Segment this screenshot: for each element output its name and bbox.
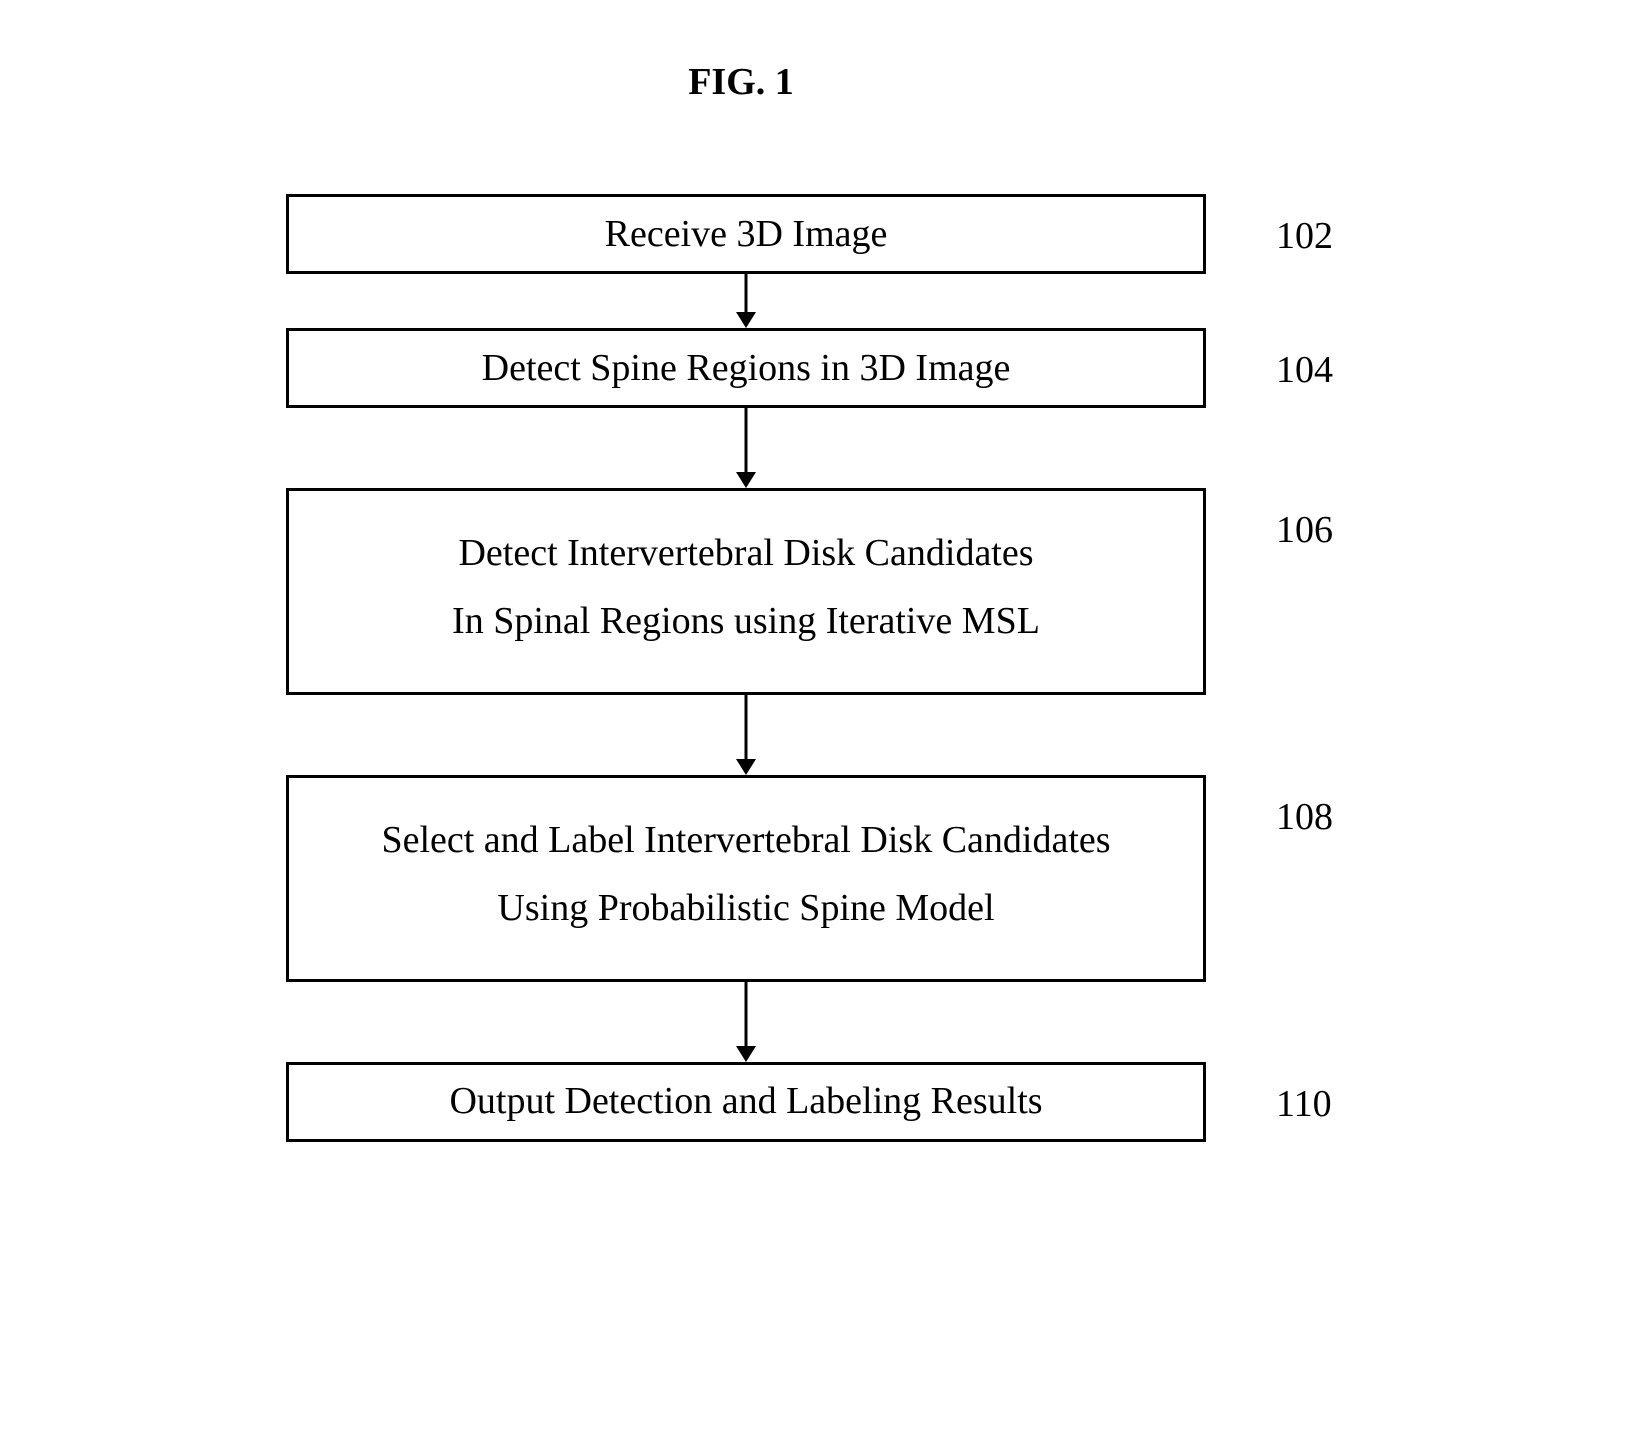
step-box: Select and Label Intervertebral Disk Can… bbox=[286, 775, 1206, 982]
arrow bbox=[286, 274, 1206, 328]
flowchart: Receive 3D Image 102 Detect Spine Regions … bbox=[286, 194, 1356, 1142]
step-box: Output Detection and Labeling Results bbox=[286, 1062, 1206, 1142]
step-label: 106 bbox=[1276, 488, 1356, 552]
step-text: Detect Spine Regions in 3D Image bbox=[482, 334, 1011, 402]
step-text: Select and Label Intervertebral Disk Can… bbox=[381, 806, 1110, 874]
step-text: Detect Intervertebral Disk Candidates bbox=[458, 519, 1033, 587]
step-box: Detect Spine Regions in 3D Image bbox=[286, 328, 1206, 408]
step-box: Receive 3D Image bbox=[286, 194, 1206, 274]
flowchart-container: Receive 3D Image 102 Detect Spine Regions … bbox=[40, 194, 1602, 1142]
flowchart-row: Select and Label Intervertebral Disk Can… bbox=[286, 775, 1356, 982]
step-label: 102 bbox=[1276, 194, 1356, 258]
step-label: 104 bbox=[1276, 328, 1356, 392]
step-text: Receive 3D Image bbox=[605, 200, 888, 268]
figure-title: FIG. 1 bbox=[0, 60, 1602, 104]
step-text: Using Probabilistic Spine Model bbox=[497, 874, 994, 942]
step-label: 108 bbox=[1276, 775, 1356, 839]
arrow bbox=[286, 695, 1206, 775]
step-box: Detect Intervertebral Disk CandidatesIn … bbox=[286, 488, 1206, 695]
flowchart-row: Receive 3D Image 102 bbox=[286, 194, 1356, 274]
flowchart-row: Detect Spine Regions in 3D Image 104 bbox=[286, 328, 1356, 408]
arrow bbox=[286, 982, 1206, 1062]
flowchart-row: Detect Intervertebral Disk CandidatesIn … bbox=[286, 488, 1356, 695]
step-text: Output Detection and Labeling Results bbox=[449, 1067, 1042, 1135]
step-text: In Spinal Regions using Iterative MSL bbox=[452, 587, 1040, 655]
flowchart-row: Output Detection and Labeling Results 110 bbox=[286, 1062, 1356, 1142]
arrow bbox=[286, 408, 1206, 488]
step-label: 110 bbox=[1276, 1062, 1356, 1126]
